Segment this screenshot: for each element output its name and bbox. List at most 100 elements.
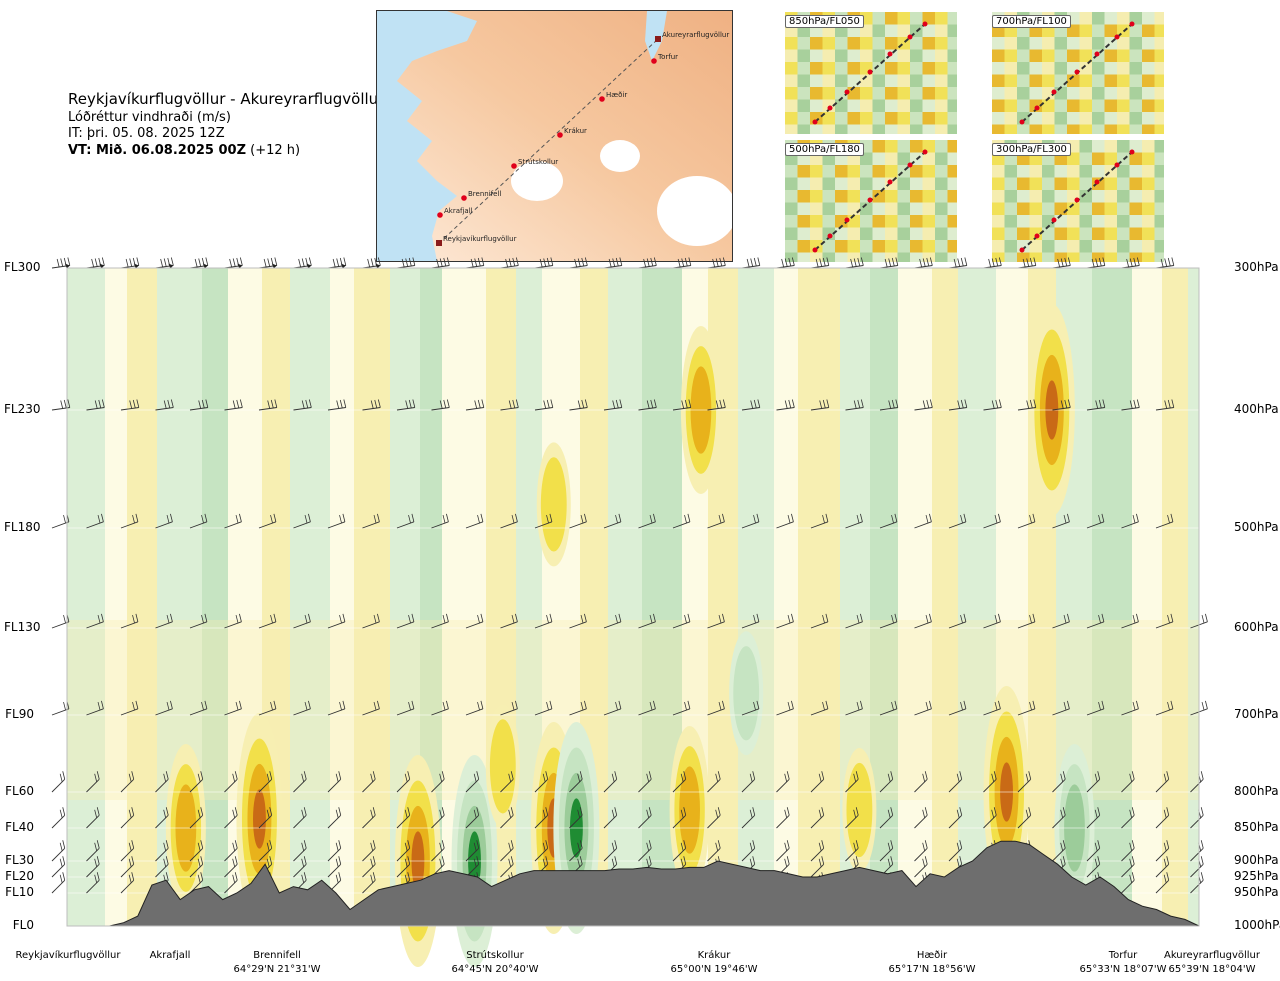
thumb-cell (810, 165, 823, 178)
thumb-cell (1079, 74, 1092, 87)
thumb-cell (822, 252, 835, 262)
wind-barb (776, 613, 794, 629)
thumb-cell (835, 49, 848, 62)
thumb-cell (797, 240, 810, 253)
thumb-cell (1129, 215, 1142, 228)
thumb-300[interactable]: 300hPa/FL300 (992, 140, 1164, 262)
thumb-waypoint (887, 51, 893, 57)
thumb-cell (885, 202, 898, 215)
wind-barb (569, 700, 587, 716)
wind-barb (224, 856, 238, 878)
thumb-cell (1017, 190, 1030, 203)
thumb-cell (922, 49, 935, 62)
thumb-850[interactable]: 850hPa/FL050 (785, 12, 957, 134)
thumb-cell (1042, 240, 1055, 253)
thumb-cell (1092, 74, 1105, 87)
wind-barb (500, 399, 519, 411)
map-waypoint-marker (557, 132, 563, 138)
thumb-cell (922, 62, 935, 75)
thumb-cell (785, 74, 798, 87)
wind-barb (362, 613, 380, 629)
thumb-cell (1154, 124, 1164, 134)
thumb-cell (1104, 202, 1117, 215)
wind-barb (431, 513, 449, 529)
wind-barb (638, 257, 657, 269)
thumb-cell (1129, 99, 1142, 112)
thumb-waypoint (907, 162, 913, 168)
wind-barb (638, 513, 656, 529)
thumb-cell (835, 227, 848, 240)
thumb-cell (885, 37, 898, 50)
wind-barb (189, 807, 204, 829)
wind-barb (224, 872, 238, 894)
thumb-300-label: 300hPa/FL300 (992, 143, 1071, 156)
thumb-cell (872, 99, 885, 112)
thumb-cell (860, 165, 873, 178)
wind-barb (120, 700, 139, 716)
thumb-cell (1042, 202, 1055, 215)
thumb-cell (947, 112, 957, 125)
thumb-cell (935, 74, 948, 87)
wind-barb (155, 771, 169, 793)
wind-barb (638, 807, 652, 829)
thumb-cell (1004, 165, 1017, 178)
thumb-cell (835, 62, 848, 75)
wind-barb (983, 613, 1001, 629)
wind-barb (86, 856, 100, 878)
thumb-waypoint (844, 217, 850, 223)
feature-down-10 (729, 631, 764, 756)
thumb-cell (947, 24, 957, 37)
feature-ring (253, 789, 266, 849)
thumb-cell (1079, 24, 1092, 37)
wind-barb (431, 771, 445, 793)
wind-barb (672, 257, 692, 269)
thumb-cell (897, 24, 910, 37)
thumb-cell (797, 37, 810, 50)
wind-barb (1121, 513, 1139, 529)
wind-barb (1121, 856, 1135, 878)
thumb-cell (1129, 177, 1142, 190)
thumb-cell (785, 37, 798, 50)
wind-barb (155, 513, 173, 529)
thumb-cell (1117, 99, 1130, 112)
map-waypoint-marker (437, 212, 443, 218)
glacier-3 (657, 176, 732, 246)
thumb-cell (872, 12, 885, 25)
feature-up-11 (842, 748, 877, 872)
thumb-cell (1054, 87, 1067, 100)
waypoint-label: Reykjavíkurflugvöllur (15, 950, 121, 961)
thumb-cell (1142, 152, 1155, 165)
wind-barb (224, 771, 238, 793)
thumb-cell (1079, 140, 1092, 153)
thumb-cell (1004, 49, 1017, 62)
thumb-cell (935, 252, 948, 262)
wind-barb (465, 771, 480, 793)
wind-barb (1155, 399, 1175, 411)
thumb-cell (1142, 99, 1155, 112)
thumb-cell (1004, 240, 1017, 253)
thumb-cell (910, 215, 923, 228)
wind-barb (983, 399, 1002, 411)
thumb-cell (1117, 124, 1130, 134)
wind-barb (465, 840, 480, 862)
route-map-svg: Akureyrarflugvöllur Torfur Hæðir Krákur Strú… (377, 11, 732, 261)
thumb-700[interactable]: 700hPa/FL100 (992, 12, 1164, 134)
thumb-cell (822, 240, 835, 253)
wind-barb (741, 613, 760, 629)
thumb-cell (1104, 124, 1117, 134)
wind-barb (914, 613, 932, 629)
thumb-cell (810, 252, 823, 262)
thumb-cell (1092, 252, 1105, 262)
thumb-cell (835, 215, 848, 228)
thumb-cell (1092, 24, 1105, 37)
thumb-cell (935, 140, 948, 153)
wind-barb (534, 257, 554, 269)
chart-title: Reykjavíkurflugvöllur - Akureyrarflugvöl… (68, 90, 385, 108)
wind-barb (845, 613, 863, 629)
thumb-cell (872, 202, 885, 215)
thumb-cell (897, 124, 910, 134)
thumb-500[interactable]: 500hPa/FL180 (785, 140, 957, 262)
thumb-cell (835, 112, 848, 125)
thumb-cell (797, 215, 810, 228)
thumb-cell (1042, 124, 1055, 134)
